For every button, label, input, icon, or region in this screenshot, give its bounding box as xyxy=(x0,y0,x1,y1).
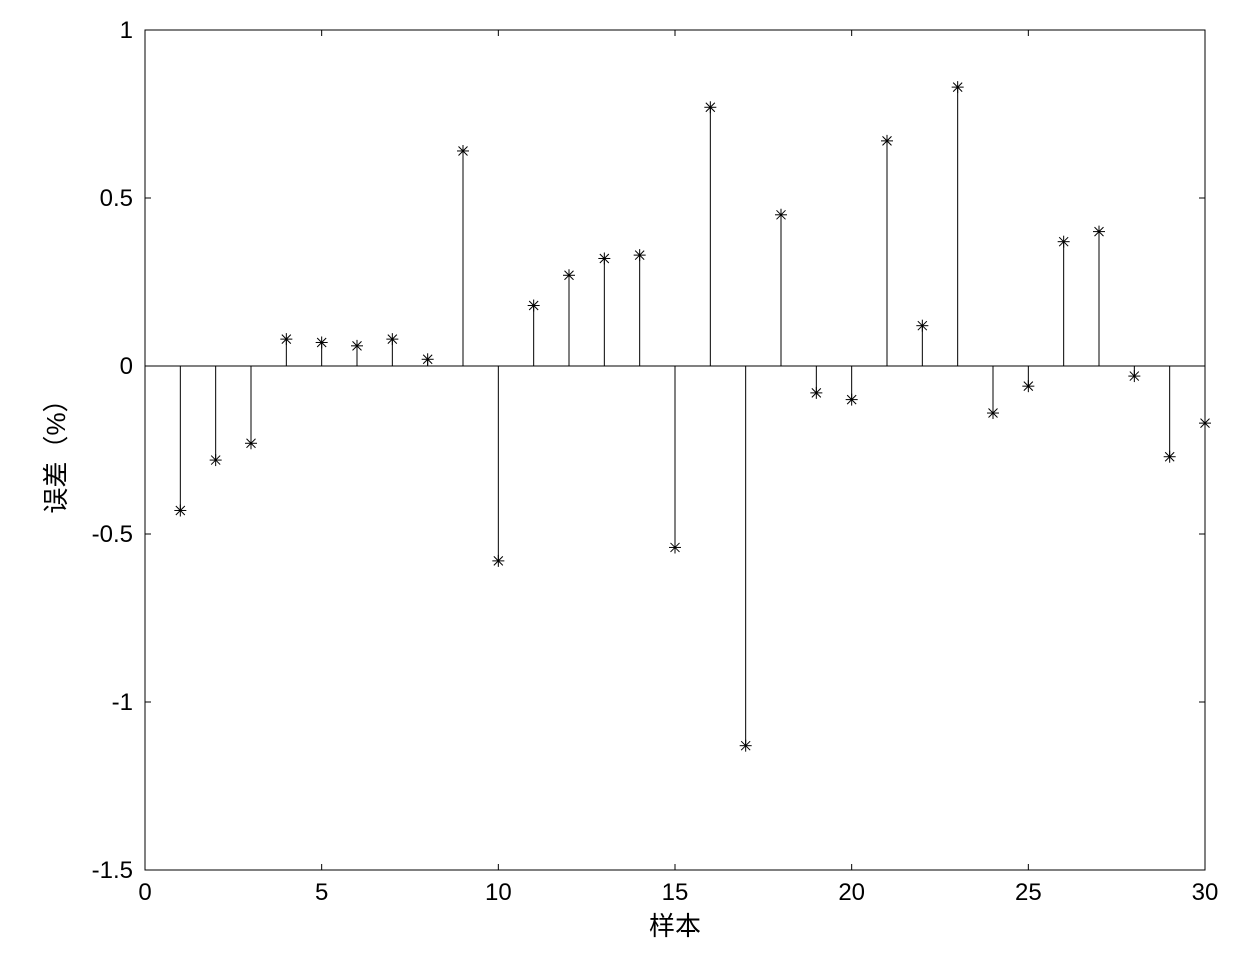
y-tick-label: 1 xyxy=(120,17,133,44)
y-axis-label: 误差（%） xyxy=(41,386,71,513)
y-tick-label: 0.5 xyxy=(100,185,133,212)
x-tick-label: 0 xyxy=(138,879,151,906)
x-tick-label: 5 xyxy=(315,879,328,906)
stem-chart: 0 5 10 15 20 25 30 -1.5 -1 -0.5 0 0.5 1 样本 误差（%） xyxy=(0,0,1240,959)
x-tick-label: 15 xyxy=(662,879,689,906)
y-tick-label: 0 xyxy=(120,353,133,380)
y-tick-label: -1.5 xyxy=(92,857,133,884)
y-tick-label: -0.5 xyxy=(92,521,133,548)
x-tick-label: 25 xyxy=(1015,879,1042,906)
x-tick-label: 20 xyxy=(838,879,865,906)
chart-svg: 0 5 10 15 20 25 30 -1.5 -1 -0.5 0 0.5 1 样本 误差（%） xyxy=(0,0,1240,959)
y-tick-label: -1 xyxy=(112,689,133,716)
x-tick-label: 30 xyxy=(1192,879,1219,906)
x-axis-label: 样本 xyxy=(649,911,701,941)
x-tick-label: 10 xyxy=(485,879,512,906)
